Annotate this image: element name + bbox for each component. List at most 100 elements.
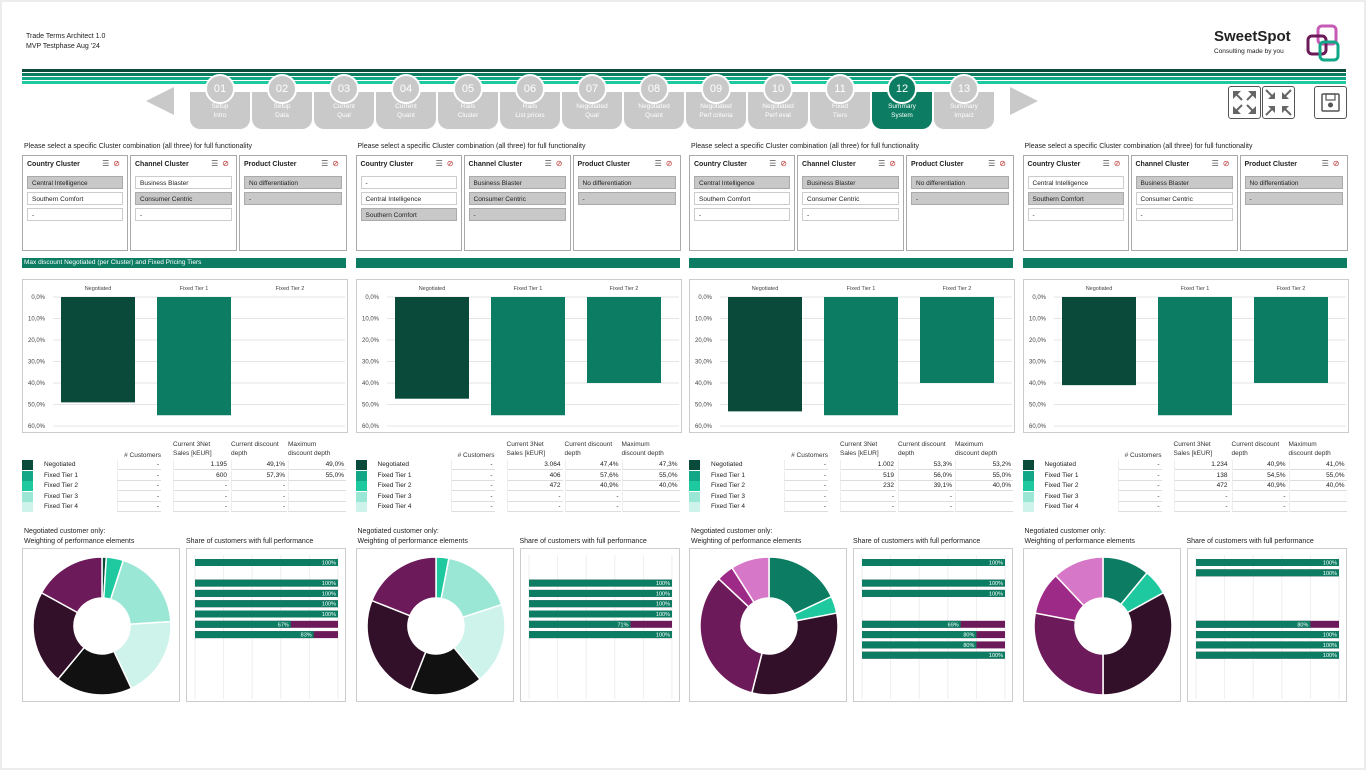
country-cluster-item[interactable]: Southern Comfort — [694, 192, 790, 205]
collapse-view-button[interactable] — [1262, 86, 1295, 119]
country-cluster-item[interactable]: Southern Comfort — [27, 192, 123, 205]
weighting-donut-chart — [1022, 548, 1181, 702]
channel-cluster-item[interactable]: Business Blaster — [135, 176, 232, 189]
country-cluster-item[interactable]: - — [1027, 208, 1124, 221]
app-title: Trade Terms Architect 1.0 — [26, 33, 106, 40]
country-cluster-item[interactable]: Central Intelligence — [1027, 176, 1124, 189]
clear-filter-icon[interactable]: ⊘ — [113, 159, 124, 168]
multi-select-icon[interactable]: ☰ — [321, 159, 333, 168]
step-10[interactable]: Negotiated Perf eval 10 — [748, 74, 808, 129]
step-12[interactable]: Summary System 12 — [872, 74, 932, 129]
country-cluster-item[interactable]: Southern Comfort — [360, 208, 457, 221]
multi-select-icon[interactable]: ☰ — [1102, 159, 1114, 168]
cluster-selectors: Country Cluster ☰⊘ Central Intelligence Sou… — [22, 155, 348, 251]
table-cell: - — [117, 502, 161, 512]
country-cluster-item[interactable]: Central Intelligence — [694, 176, 790, 189]
country-cluster-item[interactable]: Southern Comfort — [1027, 192, 1124, 205]
step-04[interactable]: Current Quant 04 — [376, 74, 436, 129]
clear-filter-icon[interactable]: ⊘ — [780, 159, 791, 168]
y-tick-label: 60,0% — [1028, 424, 1046, 430]
country-cluster-item[interactable]: Central Intelligence — [360, 192, 457, 205]
clear-filter-icon[interactable]: ⊘ — [446, 159, 458, 168]
table-cell: 40,9% — [1231, 481, 1288, 491]
channel-cluster-item[interactable]: Business Blaster — [1135, 176, 1233, 189]
step-05[interactable]: Rails Cluster 05 — [438, 74, 498, 129]
step-13[interactable]: Summary Impact 13 — [934, 74, 994, 129]
prev-step-arrow-icon[interactable] — [146, 87, 174, 115]
clear-filter-icon[interactable]: ⊘ — [1113, 159, 1125, 168]
table-cell: - — [450, 481, 495, 491]
clear-filter-icon[interactable]: ⊘ — [555, 159, 567, 168]
channel-cluster-item[interactable]: Business Blaster — [802, 176, 899, 189]
multi-select-icon[interactable]: ☰ — [878, 159, 890, 168]
clear-filter-icon[interactable]: ⊘ — [1332, 159, 1344, 168]
channel-cluster-item[interactable]: Consumer Centric — [1135, 192, 1233, 205]
save-button[interactable] — [1314, 86, 1347, 119]
clear-filter-icon[interactable]: ⊘ — [332, 159, 343, 168]
instruction-text: Please select a specific Cluster combina… — [357, 143, 586, 150]
multi-select-icon[interactable]: ☰ — [988, 159, 1000, 168]
country-cluster-item[interactable]: Central Intelligence — [27, 176, 123, 189]
table-cell: - — [173, 481, 229, 491]
table-cell: - — [1117, 481, 1162, 491]
donut-slice — [370, 556, 437, 617]
table-cell: 57,3% — [231, 470, 287, 481]
y-tick-label: 10,0% — [361, 317, 379, 323]
donut-slice — [750, 612, 839, 696]
performance-bar — [1195, 559, 1339, 566]
cluster-selectors: Country Cluster ☰⊘ Central Intelligence Sou… — [689, 155, 1015, 251]
product-cluster-item[interactable]: - — [911, 192, 1009, 205]
channel-cluster-item[interactable]: - — [135, 208, 232, 221]
performance-bar — [195, 610, 338, 618]
country-cluster-item[interactable]: - — [694, 208, 790, 221]
step-06[interactable]: Rails List prices 06 — [500, 74, 560, 129]
channel-cluster-item[interactable]: - — [1135, 208, 1233, 221]
multi-select-icon[interactable]: ☰ — [102, 159, 114, 168]
product-cluster-item[interactable]: No differentiation — [1244, 176, 1343, 189]
product-cluster-item[interactable]: - — [244, 192, 342, 205]
multi-select-icon[interactable]: ☰ — [1321, 159, 1333, 168]
multi-select-icon[interactable]: ☰ — [769, 159, 781, 168]
channel-cluster-item[interactable]: - — [802, 208, 899, 221]
product-cluster-item[interactable]: No differentiation — [911, 176, 1009, 189]
collapse-arrows-icon — [1265, 89, 1292, 116]
step-09[interactable]: Negotiated Perf criteria 09 — [686, 74, 746, 129]
step-07[interactable]: Negotiated Qual 07 — [562, 74, 622, 129]
clear-filter-icon[interactable]: ⊘ — [999, 159, 1010, 168]
step-11[interactable]: Fixed Tiers 11 — [810, 74, 870, 129]
clear-filter-icon[interactable]: ⊘ — [889, 159, 900, 168]
step-08[interactable]: Negotiated Quant 08 — [624, 74, 684, 129]
multi-select-icon[interactable]: ☰ — [654, 159, 666, 168]
product-cluster-item[interactable]: No differentiation — [244, 176, 342, 189]
step-02[interactable]: Setup Data 02 — [252, 74, 312, 129]
clear-filter-icon[interactable]: ⊘ — [665, 159, 677, 168]
table-cell: - — [173, 491, 229, 502]
step-03[interactable]: Current Qual 03 — [314, 74, 374, 129]
expand-view-button[interactable] — [1228, 86, 1261, 119]
channel-cluster-item[interactable]: Consumer Centric — [135, 192, 232, 205]
table-cell: - — [1173, 502, 1230, 512]
performance-bar-label: 71% — [617, 622, 628, 628]
multi-select-icon[interactable]: ☰ — [1211, 159, 1223, 168]
cluster-panel-4: Please select a specific Cluster combina… — [1022, 140, 1349, 710]
product-cluster-item[interactable]: No differentiation — [577, 176, 676, 189]
channel-cluster-item[interactable]: Business Blaster — [468, 176, 566, 189]
multi-select-icon[interactable]: ☰ — [544, 159, 556, 168]
slicer-tools: ☰⊘ — [545, 159, 567, 168]
table-cell: 40,9% — [1231, 460, 1288, 470]
multi-select-icon[interactable]: ☰ — [211, 159, 223, 168]
clear-filter-icon[interactable]: ⊘ — [1222, 159, 1234, 168]
country-cluster-item[interactable]: - — [360, 176, 457, 189]
clear-filter-icon[interactable]: ⊘ — [222, 159, 233, 168]
step-01[interactable]: Setup Intro 01 — [190, 74, 250, 129]
next-step-arrow-icon[interactable] — [1010, 87, 1038, 115]
product-cluster-item[interactable]: - — [1244, 192, 1343, 205]
channel-cluster-item[interactable]: Consumer Centric — [468, 192, 566, 205]
channel-cluster-item[interactable]: Consumer Centric — [802, 192, 899, 205]
country-cluster-item[interactable]: - — [27, 208, 123, 221]
performance-bar-label: 100% — [655, 591, 669, 597]
donut-slice — [40, 556, 103, 614]
product-cluster-item[interactable]: - — [577, 192, 676, 205]
channel-cluster-item[interactable]: - — [468, 208, 566, 221]
multi-select-icon[interactable]: ☰ — [435, 159, 447, 168]
